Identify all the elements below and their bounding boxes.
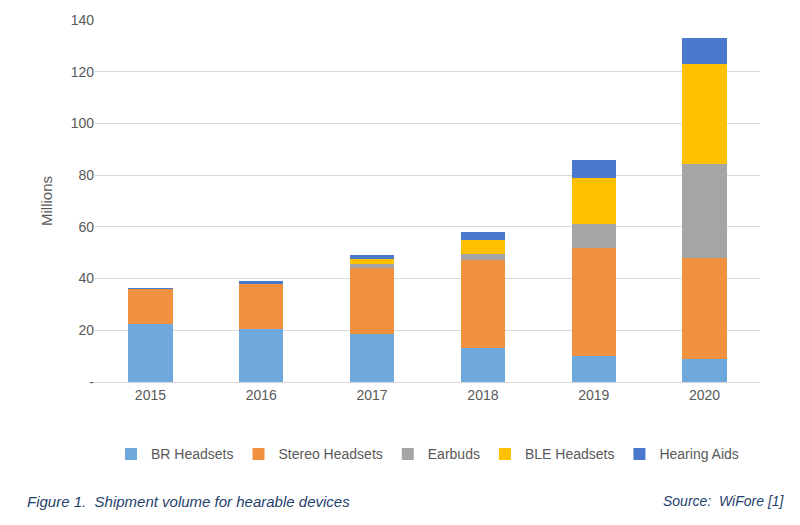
svg-text:2020: 2020 <box>689 387 720 403</box>
svg-text:80: 80 <box>78 167 94 183</box>
svg-text:2015: 2015 <box>135 387 166 403</box>
svg-text:Source: WiFore [1]: Source: WiFore [1] <box>663 493 785 509</box>
svg-text:2018: 2018 <box>467 387 498 403</box>
svg-text:BR Headsets: BR Headsets <box>151 446 233 462</box>
svg-text:140: 140 <box>71 12 95 28</box>
svg-text:60: 60 <box>78 219 94 235</box>
svg-text:Earbuds: Earbuds <box>428 446 480 462</box>
svg-text:2016: 2016 <box>246 387 277 403</box>
svg-text:120: 120 <box>71 64 95 80</box>
svg-text:100: 100 <box>71 115 95 131</box>
svg-text:-: - <box>89 374 94 390</box>
svg-text:40: 40 <box>78 270 94 286</box>
svg-text:Hearing Aids: Hearing Aids <box>659 446 738 462</box>
svg-text:BLE Headsets: BLE Headsets <box>525 446 615 462</box>
svg-text:Stereo Headsets: Stereo Headsets <box>278 446 382 462</box>
svg-text:2017: 2017 <box>357 387 388 403</box>
svg-text:Millions: Millions <box>38 176 55 226</box>
svg-text:Figure 1. Shipment volume for: Figure 1. Shipment volume for hearable d… <box>27 493 350 510</box>
svg-text:2019: 2019 <box>578 387 609 403</box>
svg-text:20: 20 <box>78 322 94 338</box>
